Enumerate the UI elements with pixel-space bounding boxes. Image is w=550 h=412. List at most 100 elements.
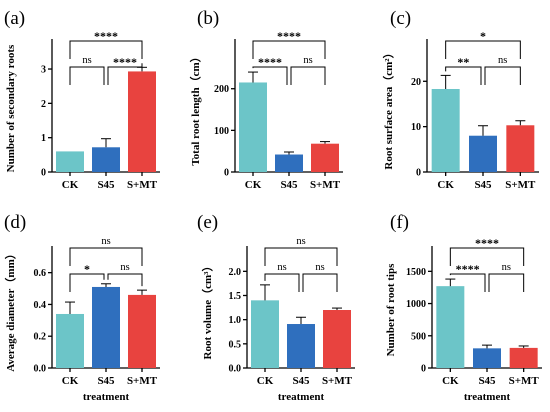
panel-label: (c) [390, 8, 411, 29]
bar-splusmt [509, 347, 538, 368]
x-tick-label: S+MT [509, 375, 540, 387]
x-tick-label: CK [437, 179, 454, 191]
significance-label: ns [277, 262, 286, 273]
significance-label: ns [498, 55, 507, 66]
y-axis-label: Root volume（cm³） [201, 261, 214, 360]
y-tick-label: 3 [41, 65, 46, 76]
y-tick-label: 2.0 [229, 267, 242, 278]
chart-panel-b: (b) 0 100 200 Total root length（cm） CK S45 S+MT… [189, 8, 343, 191]
y-tick-label: 100 [214, 126, 229, 137]
y-axis-label: Average diameter（mm） [4, 248, 17, 372]
x-tick-label: S45 [474, 179, 492, 191]
y-tick-label: 500 [411, 331, 426, 342]
bar-splusmt [506, 125, 535, 172]
y-tick-label: 1500 [406, 267, 426, 278]
significance-label: **** [113, 55, 137, 69]
significance-bracket [484, 66, 521, 85]
y-axis-label: Number of root tips [385, 263, 397, 357]
bar-s45 [92, 286, 120, 368]
bar-ck [56, 151, 84, 172]
y-tick-label: 200 [214, 84, 229, 95]
y-tick-label: 0.0 [229, 364, 242, 375]
x-tick-label: CK [257, 375, 274, 387]
significance-bracket [252, 40, 326, 59]
y-tick-label: 0.6 [34, 268, 47, 279]
x-axis-label: treatment [278, 391, 325, 403]
x-tick-label: S45 [97, 375, 115, 387]
y-tick-label: 0 [416, 168, 421, 179]
y-tick-label: 0.2 [34, 332, 47, 343]
significance-label: **** [475, 236, 499, 250]
chart-panel-f: (f) 0 500 1000 1500 Number of root tips CK S45 S… [385, 212, 542, 403]
panel-label: (a) [4, 8, 25, 29]
y-tick-label: 0 [41, 168, 46, 179]
significance-label: ns [296, 236, 305, 247]
x-tick-label: CK [245, 179, 262, 191]
bar-s45 [275, 154, 303, 172]
significance-label: ns [101, 236, 110, 247]
bar-splusmt [128, 71, 156, 172]
x-tick-label: CK [442, 375, 459, 387]
significance-label: ns [303, 55, 312, 66]
significance-label: ns [315, 262, 324, 273]
panel-label: (e) [197, 212, 218, 233]
y-tick-label: 1000 [406, 299, 426, 310]
significance-bracket [488, 273, 525, 292]
x-tick-label: S+MT [505, 179, 536, 191]
y-axis-label: Total root length（cm） [189, 51, 202, 165]
x-tick-label: S+MT [127, 179, 158, 191]
y-tick-label: 2 [41, 99, 46, 110]
y-tick-label: 20 [411, 77, 421, 88]
x-tick-label: S+MT [310, 179, 341, 191]
bar-s45 [92, 147, 120, 172]
y-tick-label: 0 [421, 364, 426, 375]
significance-label: * [84, 262, 90, 276]
x-tick-label: S45 [292, 375, 310, 387]
significance-label: **** [277, 29, 301, 43]
x-tick-label: CK [62, 179, 79, 191]
significance-bracket [252, 66, 288, 85]
significance-bracket [69, 247, 143, 266]
significance-bracket [69, 40, 143, 59]
significance-bracket [107, 273, 143, 287]
bar-ck [431, 88, 460, 172]
y-tick-label: 1 [41, 133, 46, 144]
significance-bracket [264, 247, 338, 266]
x-tick-label: S+MT [127, 375, 158, 387]
significance-bracket [107, 63, 143, 85]
chart-panel-c: (c) 0 10 20 Root surface area（cm²） CK S45 S+MT *… [382, 8, 539, 191]
x-axis-label: treatment [83, 391, 130, 403]
bar-s45 [473, 348, 501, 368]
x-tick-label: CK [62, 375, 79, 387]
panel-label: (b) [197, 8, 219, 29]
significance-label: * [480, 29, 486, 43]
chart-panel-a: (a) 0 1 2 3 Number of secondary roots CK S45 S+M… [4, 8, 160, 191]
y-tick-label: 0.5 [229, 339, 242, 350]
bar-ck [251, 300, 279, 368]
significance-bracket [445, 40, 521, 59]
y-tick-label: 0.4 [34, 300, 47, 311]
y-axis-label: Root surface area（cm²） [382, 47, 395, 169]
panel-label: (d) [4, 212, 26, 233]
chart-panel-d: (d) 0.0 0.2 0.4 0.6 Average diameter（mm） CK S45… [4, 212, 160, 403]
bar-ck [436, 286, 465, 368]
significance-label: **** [456, 262, 480, 276]
bar-splusmt [128, 294, 156, 368]
bar-splusmt [323, 310, 351, 368]
significance-label: ns [82, 55, 91, 66]
x-tick-label: S45 [478, 375, 496, 387]
significance-label: ** [457, 55, 469, 69]
y-tick-label: 1.5 [229, 291, 242, 302]
significance-bracket [449, 273, 486, 292]
significance-bracket [449, 247, 525, 266]
significance-label: ns [502, 262, 511, 273]
significance-bracket [264, 273, 300, 292]
significance-bracket [290, 66, 326, 85]
y-axis-label: Number of secondary roots [5, 44, 17, 172]
significance-label: ns [120, 262, 129, 273]
significance-label: **** [258, 55, 282, 69]
x-tick-label: S45 [97, 179, 115, 191]
panel-label: (f) [390, 212, 409, 233]
bar-ck [239, 82, 267, 172]
